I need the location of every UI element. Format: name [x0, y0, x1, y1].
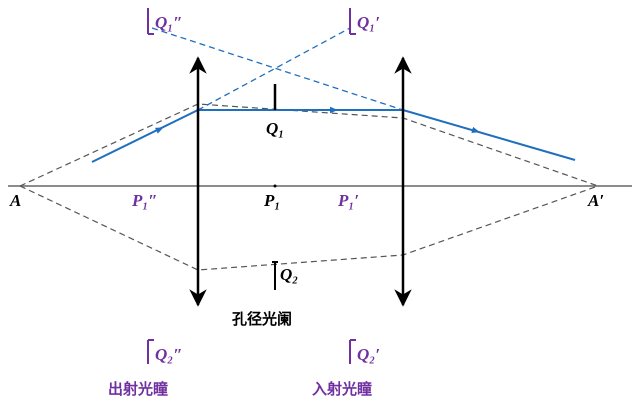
label: P₁′ — [337, 191, 359, 210]
marginal-ray-lower — [19, 185, 599, 271]
label: Q₂ — [280, 265, 298, 284]
label: P₁″ — [131, 191, 158, 210]
label: Q₁ — [266, 119, 284, 138]
label: Q₁″ — [155, 13, 183, 32]
pupil-markers — [147, 8, 356, 364]
label: Q₁′ — [357, 13, 380, 32]
label: A′ — [587, 191, 604, 210]
marginal-ray-upper — [19, 103, 599, 187]
label: 孔径光阑 — [232, 310, 292, 328]
label: P₁ — [263, 191, 280, 210]
chief-ray — [91, 109, 576, 163]
label: 出射光瞳 — [108, 380, 168, 398]
label: Q₂′ — [357, 345, 380, 364]
label: Q₂″ — [155, 345, 183, 364]
label: A — [9, 191, 21, 210]
ray-extension — [151, 27, 404, 111]
p1-point — [273, 184, 277, 188]
label: 入射光瞳 — [312, 380, 372, 398]
ray-extension — [197, 27, 351, 111]
